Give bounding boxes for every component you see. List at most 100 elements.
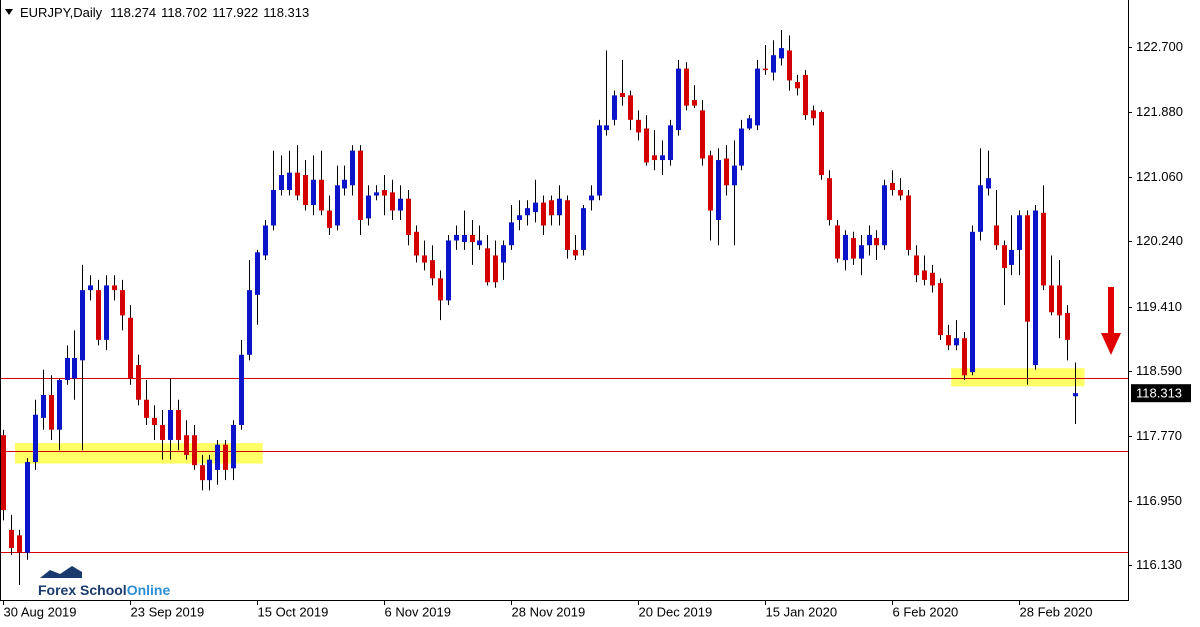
candle-body <box>1017 215 1022 250</box>
candle-body <box>660 155 665 161</box>
candle-body <box>446 240 451 301</box>
candle-body <box>1065 313 1070 340</box>
candle-body <box>200 465 205 481</box>
candle-body <box>477 240 482 246</box>
close-value: 118.313 <box>263 5 309 20</box>
candle-body <box>851 238 856 259</box>
candle-body <box>327 210 332 228</box>
candle-body <box>279 175 284 191</box>
candle-body <box>541 202 546 226</box>
y-tick-label: 119.410 <box>1136 299 1182 314</box>
candle-body <box>843 234 848 261</box>
logo-text: Forex SchoolOnline <box>38 582 170 598</box>
low-value: 117.922 <box>212 5 258 20</box>
candle-body <box>573 249 578 256</box>
y-tick-label: 120.240 <box>1136 233 1183 248</box>
x-tick-label: 23 Sep 2019 <box>131 604 205 619</box>
candle-body <box>112 285 117 291</box>
candle-body <box>827 178 832 220</box>
candle-body <box>231 424 236 469</box>
candle-body <box>652 155 657 161</box>
candle-body <box>207 459 212 481</box>
candle-body <box>549 200 554 216</box>
candle-body <box>1009 249 1014 265</box>
candle-body <box>692 100 697 106</box>
candle-body <box>319 179 324 211</box>
candle-body <box>716 160 721 220</box>
candle-body <box>398 198 403 211</box>
candle-body <box>335 185 340 226</box>
down-arrow <box>1101 287 1121 355</box>
candle-body <box>795 81 800 89</box>
candle-body <box>771 55 776 73</box>
candle-body <box>104 285 109 340</box>
candle-body <box>874 238 879 246</box>
logo-part: Forex School <box>38 582 127 598</box>
y-tick-label: 121.880 <box>1136 104 1183 119</box>
y-tick-label: 116.130 <box>1136 557 1182 572</box>
candle-body <box>33 414 38 463</box>
x-tick-label: 30 Aug 2019 <box>4 604 77 619</box>
candle-body <box>80 290 85 361</box>
y-tick-label: 121.060 <box>1136 169 1183 184</box>
candle-body <box>271 190 276 226</box>
candle-body <box>493 255 498 283</box>
candle-body <box>160 424 165 440</box>
candle-body <box>819 111 824 176</box>
candle-body <box>684 68 689 106</box>
plot-area <box>0 29 1128 586</box>
candle-body <box>120 290 125 316</box>
candle-body <box>438 278 443 301</box>
price-marker <box>1131 384 1191 403</box>
candle-body <box>867 234 872 246</box>
candle-body <box>597 125 602 196</box>
x-tick-label: 15 Oct 2019 <box>258 604 329 619</box>
candle-body <box>644 128 649 163</box>
candle-body <box>922 270 927 280</box>
arrow-shaft <box>1108 287 1114 335</box>
candle-body <box>636 119 641 133</box>
candle-body <box>882 185 887 246</box>
logo: Forex SchoolOnline <box>38 566 170 598</box>
candle-body <box>962 338 967 376</box>
candle-body <box>358 150 363 220</box>
candle-body <box>41 395 46 418</box>
candle-body <box>192 435 197 466</box>
x-tick-label: 28 Feb 2020 <box>1020 604 1093 619</box>
candle-body <box>787 50 792 81</box>
menu-triangle <box>5 9 13 15</box>
candle-body <box>144 399 149 418</box>
candle-body <box>946 335 951 346</box>
candle-body <box>747 118 752 129</box>
candle-body <box>676 68 681 131</box>
candle-body <box>287 172 292 191</box>
x-tick-label: 28 Nov 2019 <box>512 604 586 619</box>
candle-body <box>803 74 808 116</box>
candle-body <box>994 225 999 246</box>
candle-body <box>176 409 181 440</box>
candle-body <box>96 290 101 340</box>
candle-body <box>986 178 991 189</box>
candle-body <box>906 195 911 250</box>
candle-body <box>350 150 355 186</box>
candle-body <box>422 255 427 263</box>
candle-body <box>1049 285 1054 313</box>
candle-body <box>184 435 189 455</box>
candle-body <box>462 234 467 243</box>
candle-body <box>239 354 244 425</box>
candle-body <box>485 248 490 283</box>
logo-icon <box>40 566 82 578</box>
candle-body <box>88 285 93 291</box>
candle-body <box>501 245 506 263</box>
candle-body <box>247 290 252 355</box>
candle-body <box>732 165 737 186</box>
candle-body <box>890 182 895 191</box>
candle-body <box>49 395 54 430</box>
high-value: 118.702 <box>161 5 207 20</box>
chart-header: EURJPY,Daily 118.274 118.702 117.922 118.313 <box>20 5 309 20</box>
candle-body <box>978 185 983 232</box>
candle-body <box>65 357 70 381</box>
candle-body <box>604 125 609 131</box>
candle-body <box>470 234 475 243</box>
